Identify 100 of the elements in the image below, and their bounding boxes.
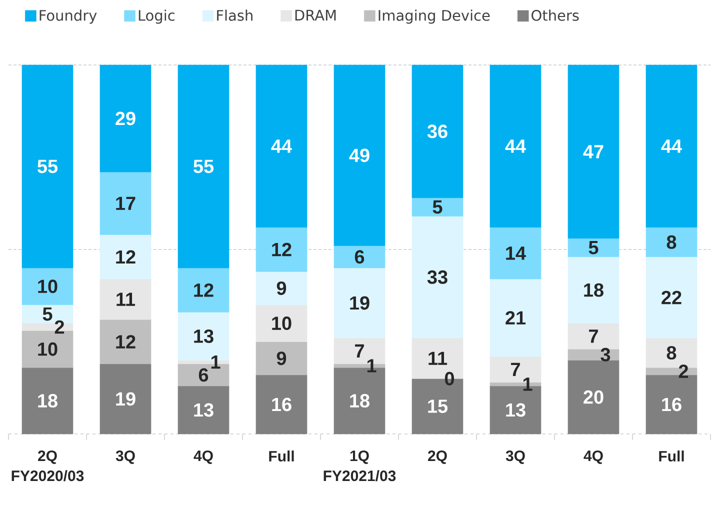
data-label: 44 xyxy=(505,140,526,153)
data-label: 36 xyxy=(427,124,448,138)
data-label: 49 xyxy=(349,148,370,162)
legend-label: Logic xyxy=(138,10,174,24)
data-label: 12 xyxy=(272,242,292,256)
data-label: 47 xyxy=(583,145,604,158)
bar xyxy=(334,246,386,268)
data-label: 29 xyxy=(116,112,136,126)
x-tick-label: 1Q FY2021/03 xyxy=(324,450,396,482)
data-label: 21 xyxy=(506,311,526,324)
bar xyxy=(490,64,542,228)
data-label: 10 xyxy=(38,342,58,356)
data-label: 10 xyxy=(272,316,292,330)
bar xyxy=(22,64,74,268)
data-label: 33 xyxy=(427,270,448,284)
bar xyxy=(334,268,386,338)
bar xyxy=(100,234,152,280)
data-label: 19 xyxy=(350,296,370,310)
bar xyxy=(568,238,620,258)
x-tick-label: Full xyxy=(269,450,294,462)
bar xyxy=(412,216,464,338)
legend-label: Others xyxy=(532,10,579,21)
data-label: 11 xyxy=(116,292,136,306)
data-label: 8 xyxy=(666,346,676,360)
x-tick-label: 3Q xyxy=(116,450,135,464)
data-label: 12 xyxy=(116,335,136,348)
data-label: 19 xyxy=(116,392,136,406)
data-label: 12 xyxy=(116,250,136,264)
data-label: 18 xyxy=(38,394,58,408)
data-label: 22 xyxy=(662,290,682,304)
data-label: 15 xyxy=(428,400,448,413)
bar xyxy=(100,64,152,172)
data-label: 16 xyxy=(272,398,292,412)
data-label: 9 xyxy=(276,352,286,366)
bar xyxy=(178,386,230,434)
data-label: 10 xyxy=(38,280,58,294)
data-label: 8 xyxy=(666,235,676,249)
legend-label: Foundry xyxy=(40,10,97,24)
bar xyxy=(178,64,230,268)
legend-label: Flash xyxy=(217,10,252,21)
bar xyxy=(22,367,74,434)
data-label: 5 xyxy=(588,241,598,254)
x-tick-label: 3Q xyxy=(506,450,525,464)
data-label: 7 xyxy=(511,362,520,376)
bar xyxy=(178,268,230,312)
data-label: 20 xyxy=(584,390,604,404)
bar xyxy=(568,323,620,350)
bar xyxy=(490,227,542,280)
data-label: 13 xyxy=(194,329,214,343)
data-label: 44 xyxy=(271,140,292,153)
legend-label: DRAM xyxy=(295,10,336,20)
bar xyxy=(568,360,620,434)
data-label: 55 xyxy=(38,160,58,174)
data-label: 12 xyxy=(194,283,214,297)
x-tick-label: 4Q xyxy=(194,450,213,464)
bar xyxy=(100,278,152,320)
bar xyxy=(22,268,74,305)
bar xyxy=(568,64,620,239)
x-tick-label: Full xyxy=(659,450,684,462)
data-label: 14 xyxy=(506,246,526,260)
data-label: 9 xyxy=(276,282,286,295)
data-label: 17 xyxy=(116,196,136,210)
data-label: 55 xyxy=(194,160,214,174)
data-label: 18 xyxy=(584,283,604,297)
data-label: 13 xyxy=(194,403,214,417)
data-label: 2 xyxy=(678,364,688,378)
bar xyxy=(256,64,308,228)
data-label: 1 xyxy=(367,359,376,372)
bar xyxy=(100,364,152,434)
data-label: 2 xyxy=(54,320,64,334)
data-label: 11 xyxy=(428,352,448,365)
data-label: 16 xyxy=(662,398,682,412)
data-label: 6 xyxy=(198,368,208,382)
bar xyxy=(646,64,698,228)
data-label: 1 xyxy=(523,378,532,391)
data-label: 5 xyxy=(42,307,52,321)
x-tick-label: 2Q FY2020/03 xyxy=(12,450,84,482)
bar xyxy=(568,256,620,324)
x-tick-label: 4Q xyxy=(584,450,603,464)
bar xyxy=(100,319,152,364)
data-label: 18 xyxy=(350,394,370,408)
x-tick-label: 2Q xyxy=(428,450,447,464)
data-label: 3 xyxy=(600,348,610,362)
data-label: 6 xyxy=(354,250,364,264)
bar xyxy=(490,278,542,357)
bar xyxy=(256,304,308,342)
bar xyxy=(334,64,386,246)
bar xyxy=(256,271,308,305)
bar xyxy=(412,198,464,216)
data-label: 13 xyxy=(506,403,526,417)
bar xyxy=(412,64,464,198)
data-label: 5 xyxy=(432,200,442,214)
legend-label: Imaging Device xyxy=(378,10,490,24)
data-label: 1 xyxy=(211,356,220,369)
bar xyxy=(256,227,308,272)
bar xyxy=(256,374,308,434)
data-label: 7 xyxy=(355,344,364,358)
bar xyxy=(256,342,308,376)
bar xyxy=(646,256,698,338)
bar xyxy=(646,227,698,258)
